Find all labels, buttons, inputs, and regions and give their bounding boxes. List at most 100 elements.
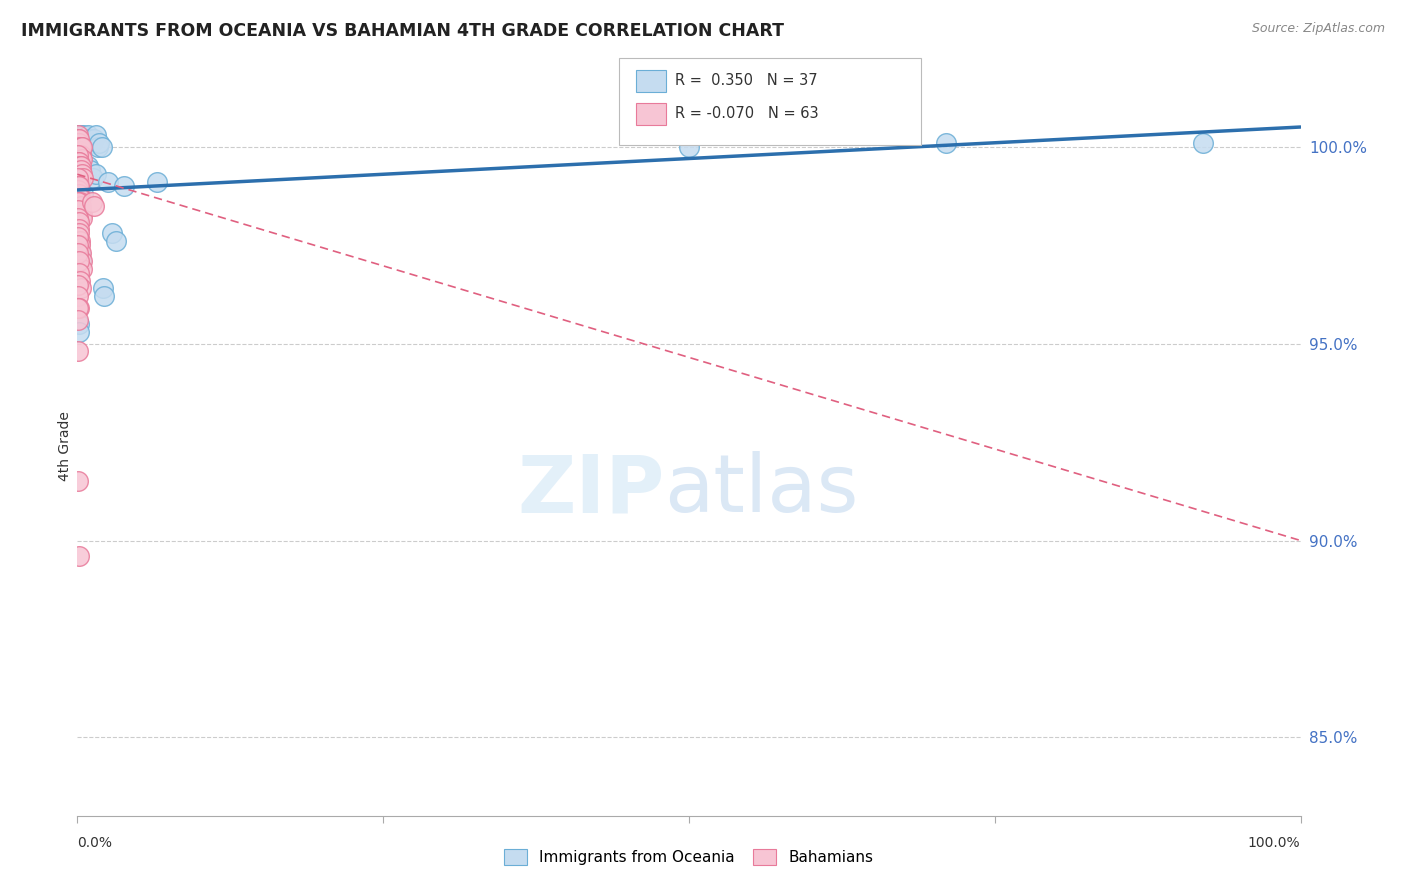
Point bbox=[70, 132, 93, 146]
Text: Source: ZipAtlas.com: Source: ZipAtlas.com bbox=[1251, 22, 1385, 36]
Point bbox=[84, 167, 107, 181]
Point bbox=[70, 152, 93, 166]
Point bbox=[70, 163, 93, 178]
Point bbox=[67, 344, 90, 359]
Text: atlas: atlas bbox=[665, 451, 859, 530]
Point bbox=[76, 136, 98, 150]
Point bbox=[70, 246, 93, 260]
Point bbox=[67, 266, 90, 280]
Text: R = -0.070   N = 63: R = -0.070 N = 63 bbox=[675, 106, 818, 120]
Point bbox=[79, 132, 101, 146]
Point bbox=[67, 183, 90, 197]
Point bbox=[67, 214, 90, 228]
Point bbox=[67, 186, 90, 201]
Point bbox=[83, 199, 105, 213]
Point bbox=[69, 199, 91, 213]
Point bbox=[67, 289, 90, 303]
Point bbox=[70, 207, 93, 221]
Point bbox=[70, 253, 93, 268]
Point bbox=[100, 227, 122, 241]
Point bbox=[72, 186, 94, 201]
Point bbox=[72, 171, 94, 186]
Point bbox=[66, 171, 89, 186]
Point bbox=[69, 253, 91, 268]
Point bbox=[72, 211, 94, 225]
Point bbox=[70, 261, 93, 276]
Point bbox=[69, 194, 91, 209]
Point bbox=[66, 202, 89, 217]
Point bbox=[66, 230, 89, 244]
Point bbox=[83, 132, 105, 146]
Point bbox=[69, 183, 91, 197]
Point bbox=[67, 160, 90, 174]
Point bbox=[77, 128, 100, 142]
Point bbox=[69, 274, 91, 288]
Point bbox=[935, 136, 957, 150]
Point bbox=[67, 222, 90, 236]
Point bbox=[146, 175, 169, 189]
Legend: Immigrants from Oceania, Bahamians: Immigrants from Oceania, Bahamians bbox=[498, 843, 880, 871]
Point bbox=[79, 163, 101, 178]
Point bbox=[76, 160, 98, 174]
Point bbox=[66, 277, 89, 292]
Point bbox=[67, 246, 90, 260]
Point bbox=[67, 211, 90, 225]
Point bbox=[67, 136, 90, 150]
Point bbox=[67, 155, 90, 169]
Point bbox=[70, 147, 93, 161]
Point bbox=[66, 301, 89, 315]
Point bbox=[73, 132, 96, 146]
Point bbox=[91, 281, 114, 295]
Point bbox=[67, 132, 90, 146]
Point bbox=[67, 227, 90, 241]
Point bbox=[67, 253, 90, 268]
Point bbox=[67, 136, 90, 150]
Point bbox=[66, 128, 89, 142]
Point bbox=[67, 163, 90, 178]
Text: R =  0.350   N = 37: R = 0.350 N = 37 bbox=[675, 73, 817, 87]
Point bbox=[93, 289, 115, 303]
Point bbox=[66, 179, 89, 194]
Text: 100.0%: 100.0% bbox=[1249, 836, 1301, 850]
Text: ZIP: ZIP bbox=[517, 451, 665, 530]
Point bbox=[66, 475, 89, 489]
Text: 0.0%: 0.0% bbox=[77, 836, 112, 850]
Point bbox=[69, 160, 91, 174]
Point bbox=[69, 139, 91, 153]
Point bbox=[67, 155, 90, 169]
Point bbox=[86, 139, 108, 153]
Point bbox=[69, 128, 91, 142]
Point bbox=[69, 144, 91, 158]
Point bbox=[66, 147, 89, 161]
Point bbox=[69, 191, 91, 205]
Point bbox=[70, 167, 93, 181]
Point bbox=[66, 194, 89, 209]
Point bbox=[80, 136, 103, 150]
Point bbox=[70, 202, 93, 217]
Y-axis label: 4th Grade: 4th Grade bbox=[58, 411, 72, 481]
Point bbox=[678, 139, 700, 153]
Point bbox=[67, 139, 90, 153]
Point bbox=[82, 171, 104, 186]
Point bbox=[70, 160, 93, 174]
Point bbox=[67, 325, 90, 339]
Point bbox=[89, 136, 111, 150]
Point bbox=[67, 549, 90, 564]
Point bbox=[97, 175, 120, 189]
Point bbox=[80, 194, 103, 209]
Point bbox=[69, 139, 91, 153]
Point bbox=[75, 167, 97, 181]
Point bbox=[70, 160, 93, 174]
Text: IMMIGRANTS FROM OCEANIA VS BAHAMIAN 4TH GRADE CORRELATION CHART: IMMIGRANTS FROM OCEANIA VS BAHAMIAN 4TH … bbox=[21, 22, 785, 40]
Point bbox=[69, 281, 91, 295]
Point bbox=[67, 313, 90, 327]
Point bbox=[73, 163, 96, 178]
Point bbox=[67, 128, 90, 142]
Point bbox=[112, 179, 135, 194]
Point bbox=[67, 238, 90, 252]
Point bbox=[67, 179, 90, 194]
Point bbox=[69, 238, 91, 252]
Point bbox=[105, 234, 128, 248]
Point bbox=[67, 301, 90, 315]
Point bbox=[67, 132, 90, 146]
